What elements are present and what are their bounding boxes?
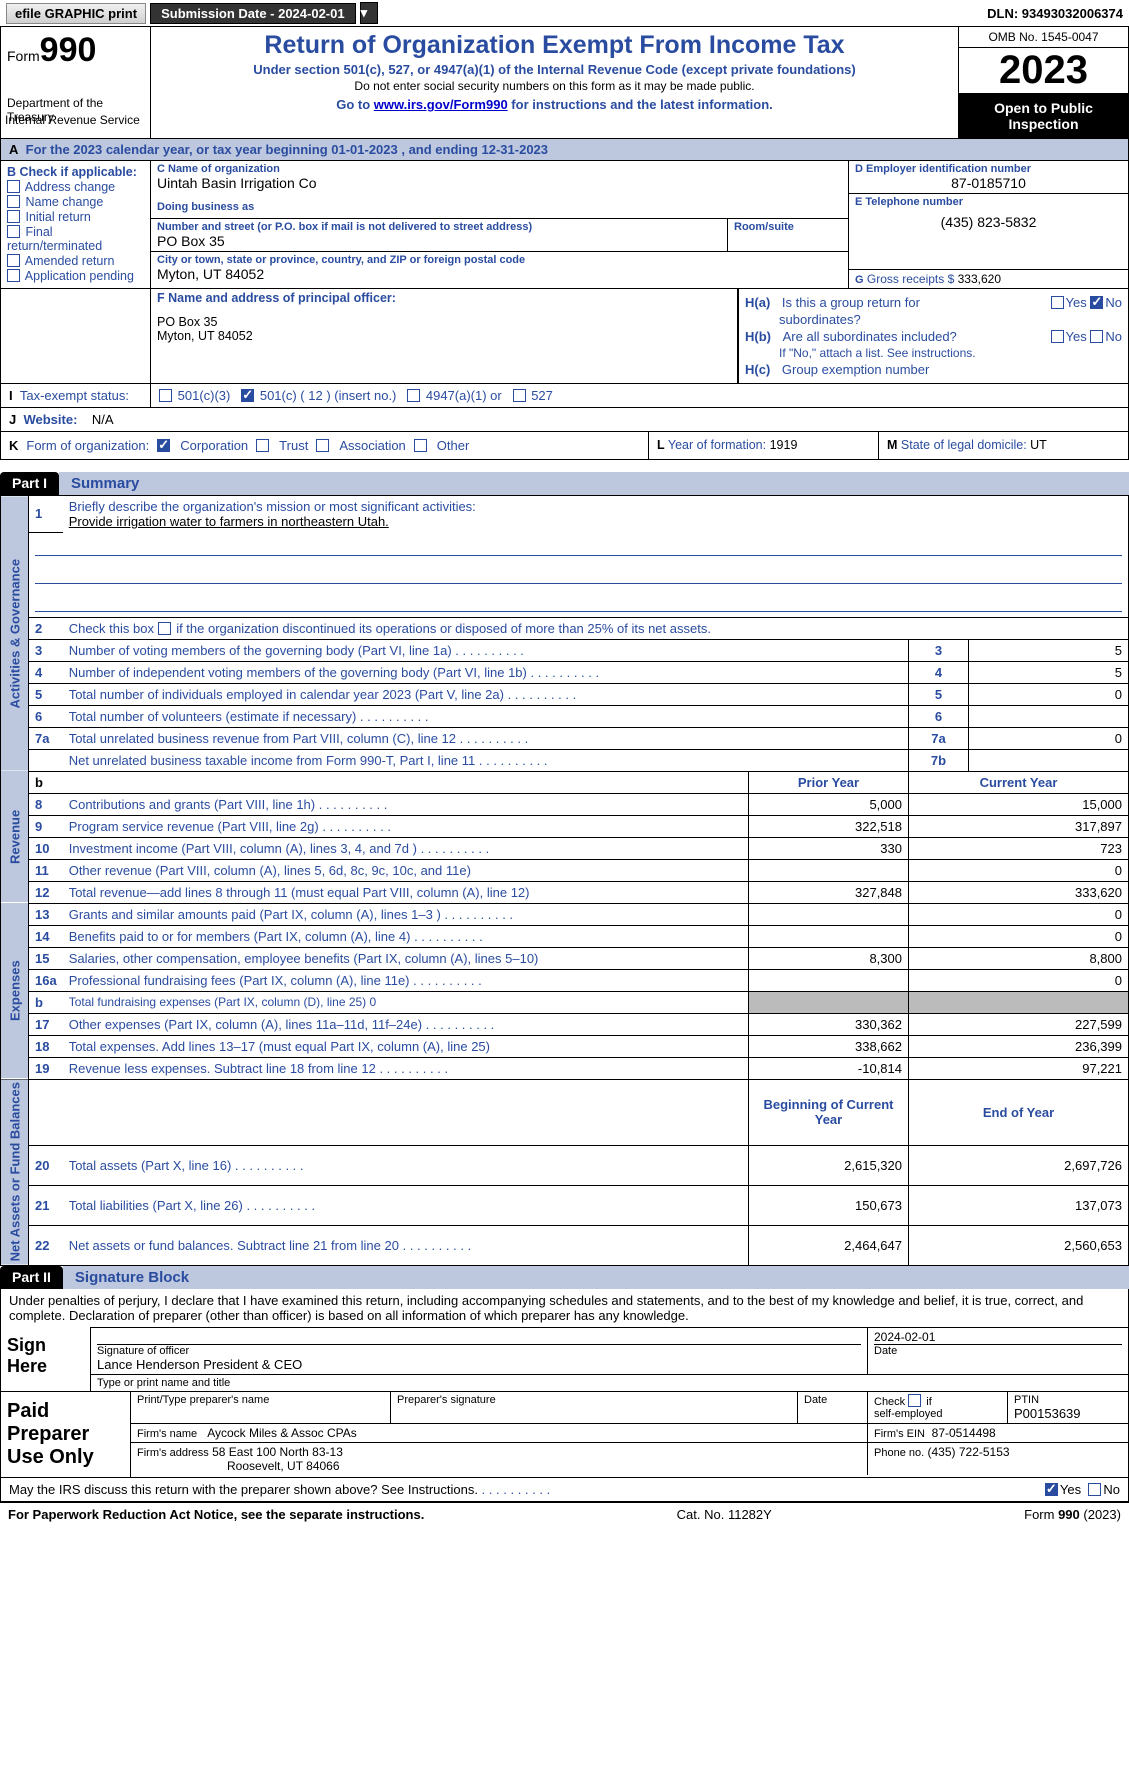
discuss-row: May the IRS discuss this return with the… — [0, 1478, 1129, 1503]
chk-initial-return[interactable]: Initial return — [7, 210, 144, 224]
chk-app-pending[interactable]: Application pending — [7, 269, 144, 283]
phone-label: E Telephone number — [855, 196, 1122, 208]
omb-number: OMB No. 1545-0047 — [959, 27, 1128, 48]
goto-instructions: Go to www.irs.gov/Form990 for instructio… — [159, 97, 950, 112]
city-value: Myton, UT 84052 — [157, 266, 842, 282]
room-label: Room/suite — [734, 221, 842, 233]
summary-table: Activities & Governance 1 Briefly descri… — [0, 495, 1129, 1266]
perjury-statement: Under penalties of perjury, I declare th… — [0, 1289, 1129, 1327]
open-to-public: Open to Public Inspection — [959, 94, 1128, 138]
officer-label: F Name and address of principal officer: — [157, 291, 731, 305]
gross-receipts: 333,620 — [958, 272, 1001, 286]
side-activities: Activities & Governance — [1, 496, 29, 772]
side-revenue: Revenue — [1, 771, 29, 903]
firm-phone: (435) 722-5153 — [928, 1445, 1010, 1459]
chk-name-change[interactable]: Name change — [7, 195, 144, 209]
year-formation: L Year of formation: 1919 — [648, 432, 878, 459]
org-name: Uintah Basin Irrigation Co — [157, 175, 842, 191]
section-h: H(a) Is this a group return for Yes No s… — [738, 289, 1128, 383]
city-label: City or town, state or province, country… — [157, 254, 842, 266]
officer-addr1: PO Box 35 — [157, 315, 731, 329]
ein-value: 87-0185710 — [855, 175, 1122, 191]
state-domicile: M State of legal domicile: UT — [878, 432, 1128, 459]
form-number: Form990 — [7, 31, 144, 70]
dropdown-icon[interactable]: ▾ — [360, 2, 378, 24]
paid-preparer-block: Paid Preparer Use Only Print/Type prepar… — [0, 1392, 1129, 1478]
chk-final-return[interactable]: Final return/terminated — [7, 225, 144, 253]
row-a-tax-year: A For the 2023 calendar year, or tax yea… — [0, 139, 1129, 161]
page-footer: For Paperwork Reduction Act Notice, see … — [0, 1503, 1129, 1526]
street-value: PO Box 35 — [157, 233, 721, 249]
ein-label: D Employer identification number — [855, 163, 1122, 175]
ptin: P00153639 — [1014, 1406, 1081, 1421]
form-header: Form990 Department of the Treasury Inter… — [0, 27, 1129, 139]
form-subtitle: Under section 501(c), 527, or 4947(a)(1)… — [159, 62, 950, 77]
phone-value: (435) 823-5832 — [855, 214, 1122, 230]
side-expenses: Expenses — [1, 903, 29, 1079]
irs-link[interactable]: www.irs.gov/Form990 — [374, 97, 508, 112]
mission-text: Provide irrigation water to farmers in n… — [69, 514, 389, 529]
top-toolbar: efile GRAPHIC print Submission Date - 20… — [0, 0, 1129, 27]
row-i-tax-status: I Tax-exempt status: 501(c)(3) 501(c) ( … — [0, 384, 1129, 408]
row-k-form-org: K Form of organization: Corporation Trus… — [0, 432, 1129, 460]
entity-block: B Check if applicable: Address change Na… — [0, 161, 1129, 289]
chk-amended[interactable]: Amended return — [7, 254, 144, 268]
sign-date: 2024-02-01 — [874, 1330, 1122, 1344]
org-name-label: C Name of organization — [157, 163, 842, 175]
efile-print-button[interactable]: efile GRAPHIC print — [6, 3, 146, 24]
submission-date-badge: Submission Date - 2024-02-01 — [150, 3, 356, 24]
part2-header: Part II Signature Block — [0, 1266, 1129, 1289]
row-j-website: J Website: N/A — [0, 408, 1129, 432]
firm-addr2: Roosevelt, UT 84066 — [227, 1459, 340, 1473]
section-b-checkboxes: B Check if applicable: Address change Na… — [1, 161, 151, 288]
firm-addr1: 58 East 100 North 83-13 — [212, 1445, 343, 1459]
form-title: Return of Organization Exempt From Incom… — [159, 31, 950, 60]
dln-value: DLN: 93493032006374 — [987, 6, 1123, 21]
chk-address-change[interactable]: Address change — [7, 180, 144, 194]
officer-name: Lance Henderson President & CEO — [97, 1357, 302, 1372]
officer-addr2: Myton, UT 84052 — [157, 329, 731, 343]
part1-header: Part I Summary — [0, 472, 1129, 495]
dba-label: Doing business as — [157, 201, 842, 213]
firm-ein: 87-0514498 — [932, 1426, 996, 1440]
sign-here-block: Sign Here Signature of officerLance Hend… — [0, 1327, 1129, 1392]
irs-label: Internal Revenue Service — [5, 114, 140, 127]
street-label: Number and street (or P.O. box if mail i… — [157, 221, 721, 233]
officer-group-block: F Name and address of principal officer:… — [0, 289, 1129, 384]
tax-year: 2023 — [959, 48, 1128, 94]
ssn-warning: Do not enter social security numbers on … — [159, 79, 950, 93]
firm-name: Aycock Miles & Assoc CPAs — [207, 1426, 357, 1440]
side-netassets: Net Assets or Fund Balances — [1, 1079, 29, 1265]
